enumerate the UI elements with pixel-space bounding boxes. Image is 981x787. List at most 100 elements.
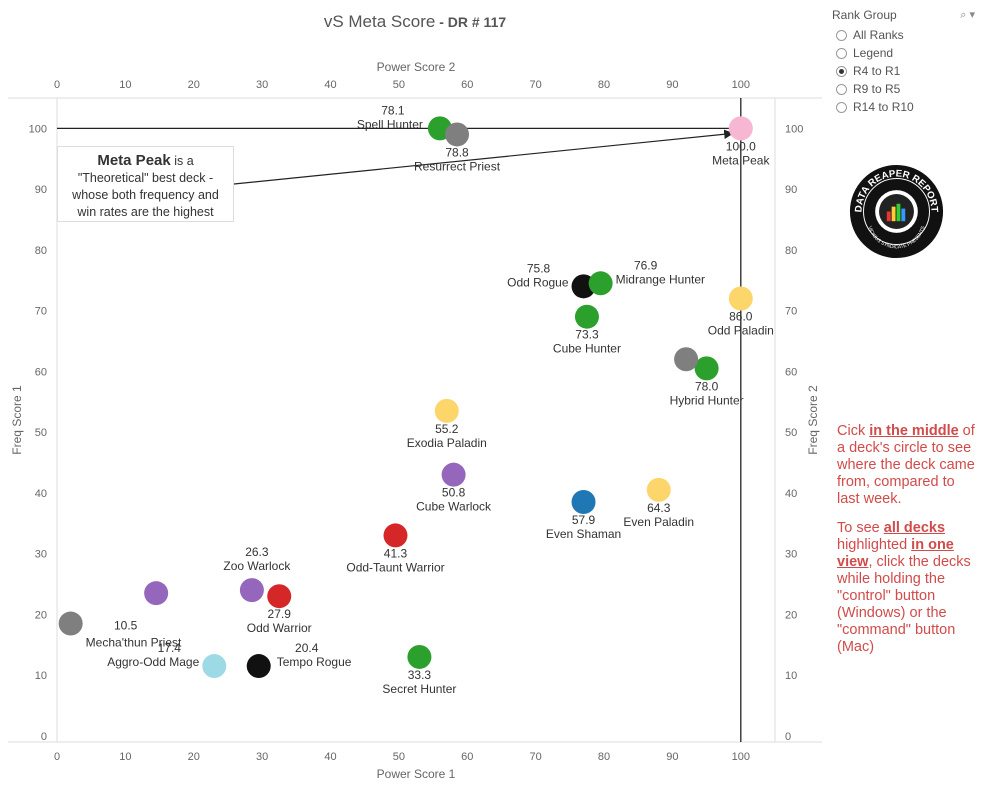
point-score-label: 78.0: [695, 379, 719, 393]
y-tick-label-right: 50: [785, 427, 797, 439]
data-point: [407, 644, 432, 669]
point-name-label: Even Shaman: [546, 527, 621, 541]
data-reaper-report-logo: DATA REAPER REPORT VICIOUS SYNDICATE PRE…: [849, 164, 944, 259]
y-tick-label-left: 100: [29, 123, 47, 135]
point-score-label: 75.8: [527, 261, 551, 275]
meta-peak-arrow: [233, 129, 734, 185]
note-emphasis: all decks: [883, 520, 946, 536]
point-name-label: Midrange Hunter: [616, 272, 705, 286]
x-tick-label-bottom: 100: [732, 751, 750, 763]
data-point: [58, 611, 83, 636]
plot-frame: [8, 97, 822, 743]
point-name-label: Odd-Taunt Warrior: [346, 560, 444, 574]
point-name-label: Even Paladin: [623, 515, 694, 529]
data-point: [445, 122, 470, 147]
point-name-label: Cube Hunter: [553, 342, 621, 356]
point-score-label: 78.1: [381, 103, 405, 117]
chart-title-main: vS Meta Score: [323, 12, 436, 31]
point-score-label: 20.4: [295, 641, 319, 655]
point-score-label: 57.9: [572, 513, 596, 527]
x-tick-label-top: 20: [188, 79, 200, 91]
data-point: [267, 584, 292, 609]
chart-title: vS Meta Score - DR # 117: [0, 12, 830, 32]
point-name-label: Odd Warrior: [247, 621, 312, 635]
radio-icon[interactable]: [836, 47, 847, 59]
data-point: [441, 462, 466, 487]
point-name-label: Resurrect Priest: [414, 159, 501, 173]
note-paragraph-1: Cick in the middle of a deck's circle to…: [837, 423, 979, 508]
note-text: of a deck's circle to see where the deck…: [837, 423, 975, 507]
rank-option[interactable]: R9 to R5: [832, 80, 981, 98]
x-tick-label-bottom: 40: [324, 751, 336, 763]
point-score-label: 86.0: [729, 309, 753, 323]
y-tick-label-left: 80: [35, 245, 47, 257]
point-score-label: 17.4: [158, 641, 182, 655]
point-score-label: 41.3: [384, 546, 408, 560]
filter-header: Rank Group: [832, 8, 897, 22]
rank-option-label: Legend: [853, 46, 894, 60]
reference-lines: [57, 98, 742, 742]
x-tick-label-bottom: 20: [188, 751, 200, 763]
x-axis-label-bottom: Power Score 1: [377, 767, 456, 781]
rank-option-label: R9 to R5: [853, 82, 901, 96]
x-tick-label-bottom: 0: [54, 751, 60, 763]
data-point: [728, 116, 753, 141]
y-axis-label-left: Freq Score 1: [10, 385, 24, 455]
note-text: Cick: [837, 423, 870, 439]
x-tick-label-top: 80: [598, 79, 610, 91]
x-tick-label-top: 30: [256, 79, 268, 91]
note-emphasis: in one view: [837, 537, 954, 570]
x-tick-label-top: 100: [732, 79, 750, 91]
dropdown-icon[interactable]: ▾: [969, 9, 975, 21]
x-tick-label-top: 70: [530, 79, 542, 91]
point-score-label: 33.3: [408, 668, 432, 682]
point-name-label: Odd Paladin: [708, 323, 774, 337]
x-tick-label-top: 90: [666, 79, 678, 91]
point-score-label: 76.9: [634, 258, 658, 272]
x-tick-label-top: 10: [119, 79, 131, 91]
point-name-label: Tempo Rogue: [277, 655, 352, 669]
search-icon[interactable]: ⌕: [960, 9, 967, 21]
rank-option[interactable]: R14 to R10: [832, 98, 981, 116]
y-tick-label-right: 60: [785, 366, 797, 378]
point-score-label: 27.9: [268, 607, 292, 621]
meta-peak-callout: Meta Peak is a "Theoretical" best deck -…: [57, 146, 234, 222]
instruction-note: Cick in the middle of a deck's circle to…: [837, 423, 979, 668]
point-name-label: Meta Peak: [712, 153, 770, 167]
data-point: [202, 654, 227, 679]
y-tick-label-left: 30: [35, 549, 47, 561]
callout-bold: Meta Peak: [97, 152, 171, 169]
point-name-label: Zoo Warlock: [223, 559, 291, 573]
data-point: [383, 523, 408, 548]
x-axis-label-top: Power Score 2: [377, 60, 456, 74]
chart-title-sub: - DR # 117: [435, 14, 507, 30]
point-score-label: 100.0: [726, 139, 756, 153]
data-point: [728, 286, 753, 311]
radio-icon[interactable]: [836, 101, 847, 113]
data-point: [674, 347, 699, 372]
point-name-label: Hybrid Hunter: [670, 393, 744, 407]
radio-icon[interactable]: [836, 65, 847, 77]
y-tick-label-left: 60: [35, 366, 47, 378]
rank-option[interactable]: Legend: [832, 44, 981, 62]
point-score-label: 73.3: [575, 328, 599, 342]
data-point: [694, 356, 719, 381]
x-tick-label-top: 60: [461, 79, 473, 91]
x-tick-label-bottom: 90: [666, 751, 678, 763]
point-score-label: 26.3: [245, 545, 269, 559]
radio-icon[interactable]: [836, 29, 847, 41]
y-tick-label-left: 40: [35, 488, 47, 500]
y-axis-label-right: Freq Score 2: [806, 385, 820, 455]
callout-line1: is a: [170, 154, 194, 168]
y-tick-label-right: 80: [785, 245, 797, 257]
rank-option[interactable]: All Ranks: [832, 26, 981, 44]
rank-option[interactable]: R4 to R1: [832, 62, 981, 80]
data-point: [571, 490, 596, 515]
callout-line2: "Theoretical" best deck -: [77, 171, 214, 185]
radio-icon[interactable]: [836, 83, 847, 95]
rank-group-filter: Rank Group ⌕ ▾ All Ranks Legend R4 to R1 R9…: [832, 8, 981, 116]
scatter-plot: 0010102020303040405050606070708080909010…: [8, 60, 822, 781]
y-tick-label-right: 0: [785, 731, 791, 743]
filter-options: All Ranks Legend R4 to R1 R9 to R5 R14 to R1…: [832, 26, 981, 116]
data-point: [434, 398, 459, 423]
